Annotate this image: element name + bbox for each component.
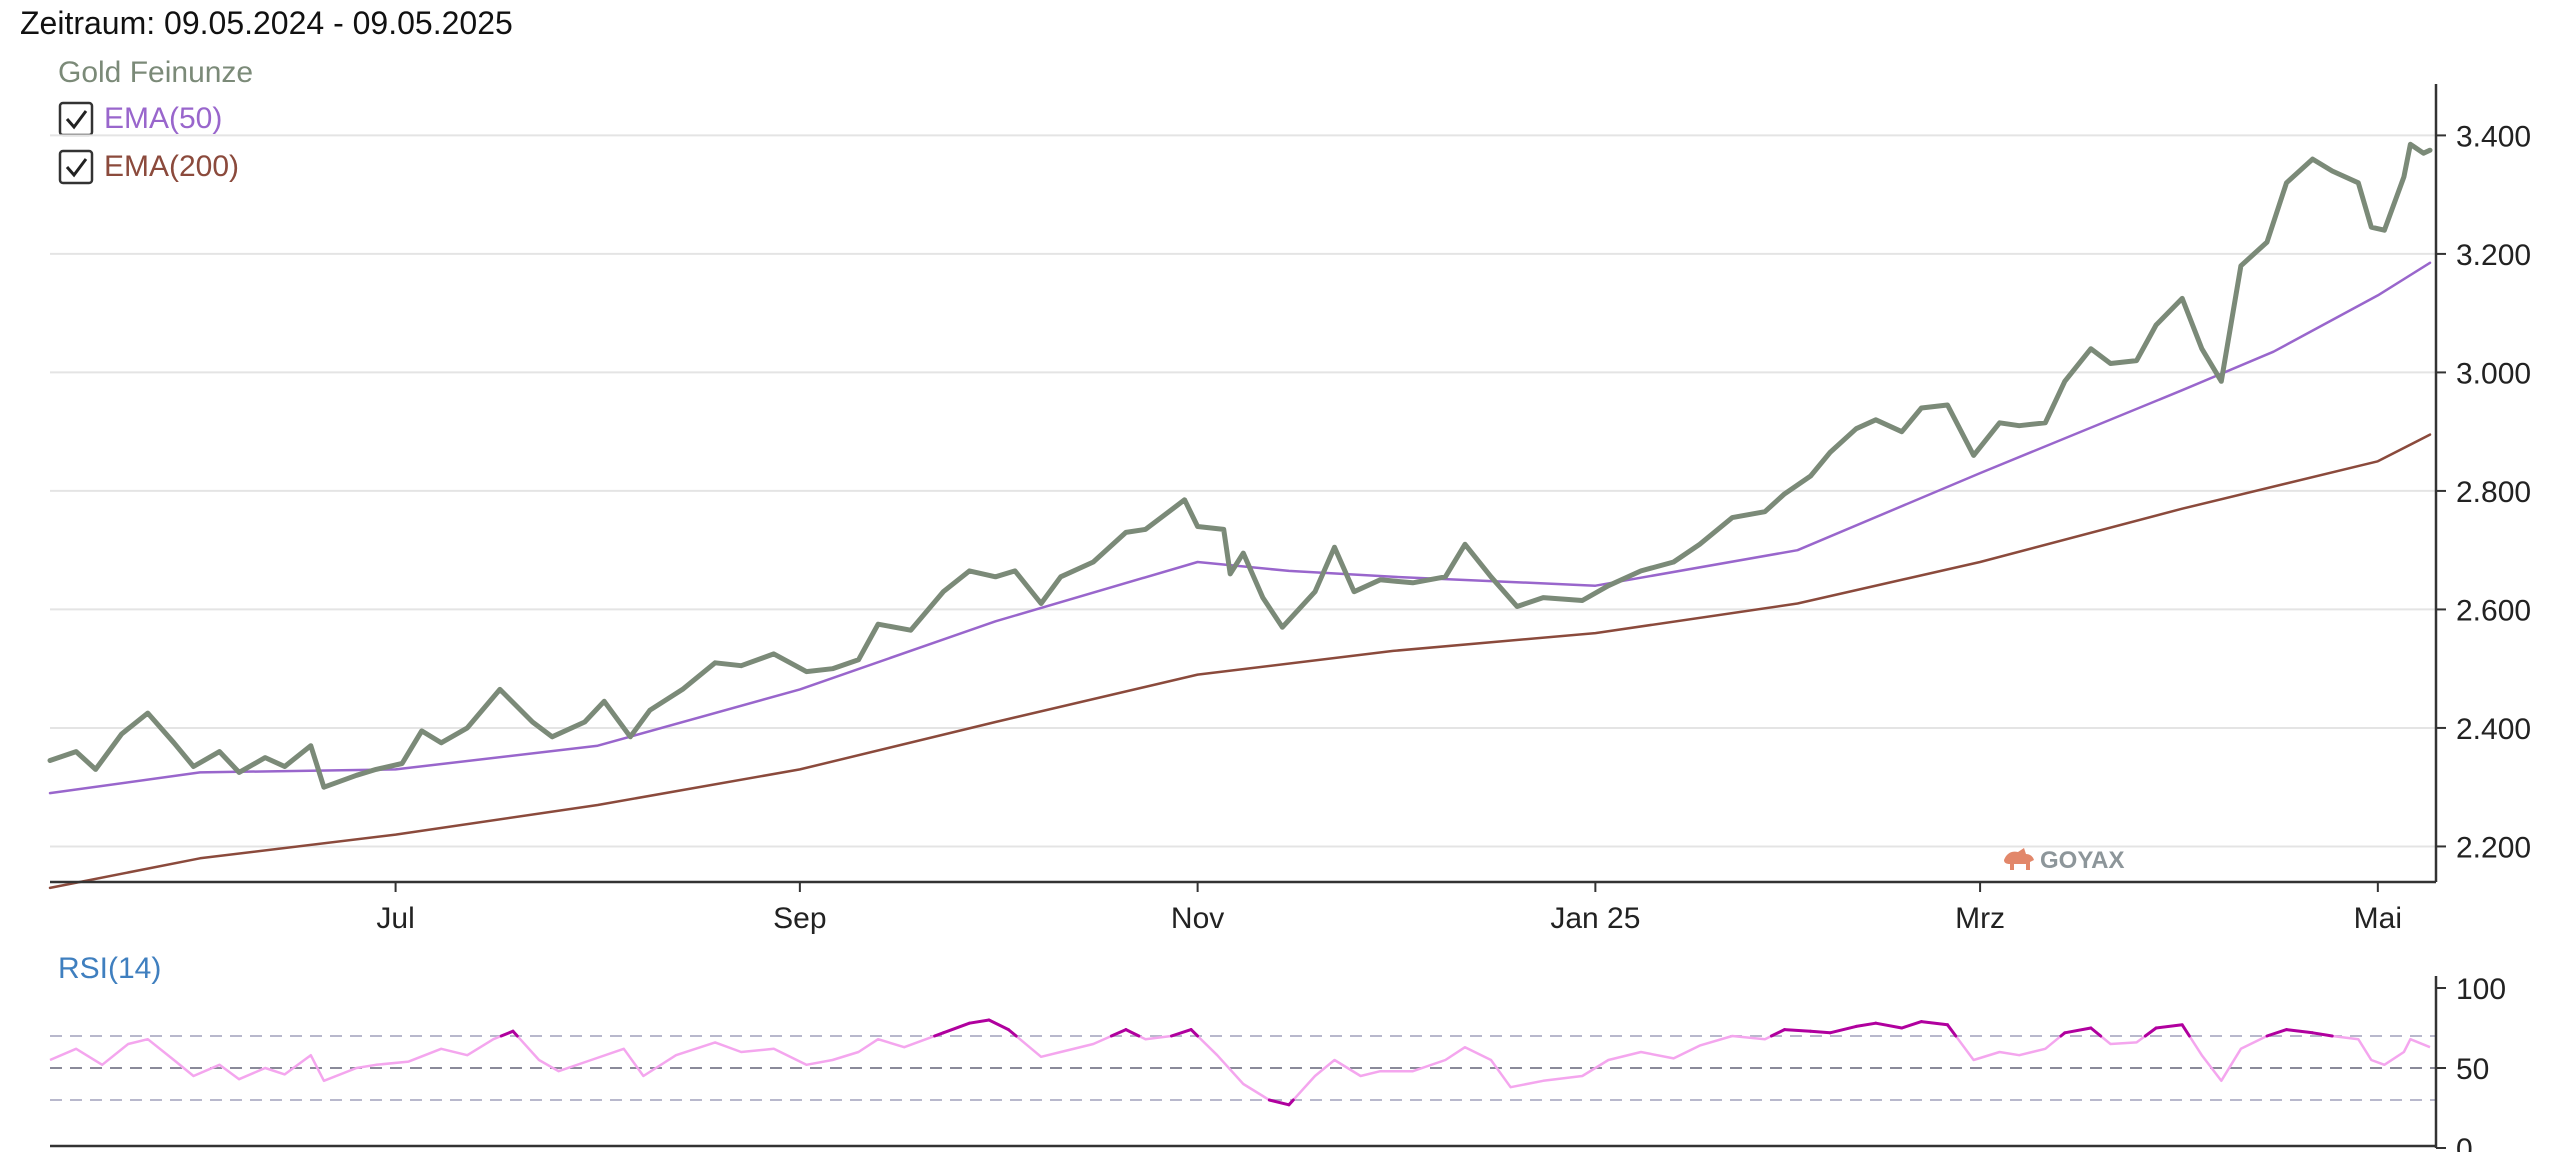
rsi-extreme-segment bbox=[2143, 1026, 2158, 1038]
series-line-ema-50 bbox=[48, 261, 2432, 795]
rsi-extreme-segment bbox=[1170, 1028, 1193, 1038]
rsi-extreme-segment bbox=[2180, 1023, 2191, 1038]
rsi-extreme-segment bbox=[1124, 1028, 1141, 1038]
rsi-extreme-segment bbox=[1946, 1023, 1958, 1038]
rsi-extreme-segment bbox=[499, 1029, 515, 1038]
rsi-extreme-segment bbox=[2311, 1031, 2334, 1038]
x-tick-label: Mai bbox=[2354, 902, 2402, 935]
rsi-extreme-segment bbox=[2285, 1028, 2315, 1035]
rsi-extreme-segment bbox=[1854, 1021, 1878, 1028]
rsi-extreme-segment bbox=[2265, 1028, 2288, 1038]
y-tick-label: 3.000 bbox=[2456, 357, 2531, 390]
legend-ema200-label: EMA(200) bbox=[104, 150, 239, 183]
main-gridlines bbox=[50, 134, 2436, 848]
check-icon bbox=[65, 110, 88, 130]
rsi-extreme-segment bbox=[1783, 1028, 1812, 1033]
rsi-extreme-segment bbox=[1189, 1028, 1200, 1038]
rsi-extreme-segment bbox=[1769, 1028, 1786, 1038]
y-tick-label: 2.400 bbox=[2456, 713, 2531, 746]
watermark-text: GOYAX bbox=[2040, 847, 2124, 874]
rsi-y-tick-label: 0 bbox=[2456, 1133, 2473, 1152]
x-tick-label: Jan 25 bbox=[1550, 902, 1640, 935]
rsi-extreme-segment bbox=[933, 1031, 945, 1038]
series-line-ema-200 bbox=[48, 433, 2432, 890]
y-tick-label: 2.200 bbox=[2456, 831, 2531, 864]
rsi-extreme-segment bbox=[1900, 1020, 1923, 1030]
x-tick-label: Sep bbox=[773, 902, 826, 935]
rsi-y-tick-label: 100 bbox=[2456, 973, 2506, 1006]
rsi-extreme-segment bbox=[2063, 1026, 2093, 1035]
y-tick-label: 3.400 bbox=[2456, 120, 2531, 153]
y-tick-label: 2.600 bbox=[2456, 594, 2531, 627]
check-icon bbox=[65, 158, 88, 178]
rsi-reference-lines bbox=[50, 1035, 2436, 1101]
rsi-extreme-segment bbox=[1109, 1028, 1128, 1038]
y-tick-label: 2.800 bbox=[2456, 476, 2531, 509]
rsi-axes: 0 50 100 bbox=[50, 973, 2506, 1152]
checkbox-ema50[interactable] bbox=[58, 101, 94, 137]
period-title: Zeitraum: 09.05.2024 - 09.05.2025 bbox=[20, 5, 513, 41]
main-series-layer bbox=[47, 141, 2433, 890]
rsi-extreme-segment bbox=[1809, 1029, 1832, 1035]
rsi-title: RSI(14) bbox=[58, 952, 161, 985]
rsi-extreme-segment bbox=[1919, 1020, 1949, 1027]
rsi-extreme-segment bbox=[1007, 1028, 1018, 1038]
x-tick-label: Jul bbox=[376, 902, 414, 935]
rsi-extreme-segment bbox=[967, 1018, 991, 1025]
legend-item-ema200[interactable]: EMA(200) bbox=[58, 149, 239, 185]
legend-main-label: Gold Feinunze bbox=[58, 56, 253, 89]
rsi-extreme-segment bbox=[2089, 1026, 2103, 1038]
rsi-series-layer bbox=[49, 1018, 2431, 1107]
goyax-watermark: GOYAX bbox=[2004, 847, 2124, 874]
rsi-extreme-segment bbox=[2154, 1023, 2184, 1030]
x-tick-label: Nov bbox=[1171, 902, 1224, 935]
x-tick-label: Mrz bbox=[1955, 902, 2005, 935]
rsi-extreme-segment bbox=[511, 1029, 519, 1038]
checkbox-ema200[interactable] bbox=[58, 149, 94, 185]
y-tick-label: 3.200 bbox=[2456, 239, 2531, 272]
main-axes: 2.200 2.400 2.600 2.800 3.000 3.200 3.400 Jul Se… bbox=[50, 84, 2531, 935]
bull-icon bbox=[2004, 848, 2034, 870]
rsi-extreme-segment bbox=[1267, 1098, 1291, 1107]
legend-item-ema50[interactable]: EMA(50) bbox=[58, 101, 222, 137]
rsi-extreme-segment bbox=[987, 1018, 1010, 1032]
rsi-extreme-segment bbox=[1828, 1024, 1858, 1035]
rsi-y-tick-label: 50 bbox=[2456, 1053, 2489, 1086]
series-line-gold-feinunze bbox=[47, 141, 2433, 790]
rsi-extreme-segment bbox=[1874, 1021, 1904, 1030]
legend-ema50-label: EMA(50) bbox=[104, 102, 222, 135]
rsi-extreme-segment bbox=[941, 1021, 971, 1035]
rsi-extreme-segment bbox=[1287, 1098, 1295, 1107]
